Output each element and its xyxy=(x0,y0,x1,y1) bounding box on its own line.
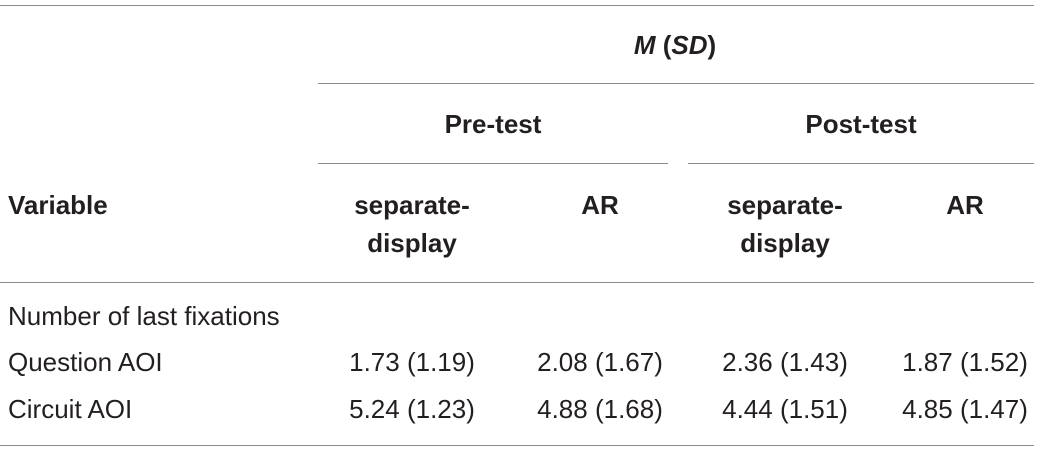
cell: 5.24 (1.23) xyxy=(349,394,475,424)
group-title: M (SD) xyxy=(634,26,716,64)
rule xyxy=(0,445,1034,446)
cell: 4.88 (1.68) xyxy=(537,394,663,424)
variable-label: Variable xyxy=(8,190,108,220)
group-label: Pre-test xyxy=(444,109,542,139)
column-header: display xyxy=(367,228,457,258)
column-header: AR xyxy=(946,190,984,220)
title-part: ) xyxy=(707,30,717,60)
cell: 2.36 (1.43) xyxy=(722,347,848,377)
rule xyxy=(318,83,1034,84)
group-label: Post-test xyxy=(805,109,917,139)
title-part: M xyxy=(633,30,656,60)
cell: 1.73 (1.19) xyxy=(349,347,475,377)
rule xyxy=(688,163,1034,164)
column-header: separate- xyxy=(354,190,470,220)
row-label: Circuit AOI xyxy=(8,394,133,424)
rule xyxy=(0,282,1034,283)
rule xyxy=(0,5,1034,6)
column-header: separate- xyxy=(727,190,843,220)
rule xyxy=(318,163,668,164)
title-part: SD xyxy=(671,30,708,60)
cell: 2.08 (1.67) xyxy=(537,347,663,377)
column-header: display xyxy=(740,228,830,258)
cell: 1.87 (1.52) xyxy=(902,347,1028,377)
section-label: Number of last fixations xyxy=(8,301,280,331)
row-label: Question AOI xyxy=(8,347,163,377)
title-part: ( xyxy=(655,30,672,60)
cell: 4.85 (1.47) xyxy=(902,394,1028,424)
column-header: AR xyxy=(581,190,619,220)
cell: 4.44 (1.51) xyxy=(722,394,848,424)
